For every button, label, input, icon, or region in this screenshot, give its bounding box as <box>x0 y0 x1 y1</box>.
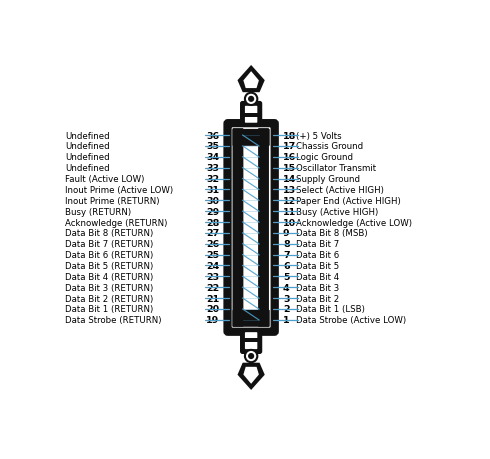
Circle shape <box>248 353 254 359</box>
Text: 23: 23 <box>206 272 220 281</box>
Text: Undefined: Undefined <box>65 164 110 173</box>
Text: Undefined: Undefined <box>65 131 110 140</box>
Text: 26: 26 <box>206 240 220 249</box>
FancyBboxPatch shape <box>233 310 270 327</box>
Text: 27: 27 <box>206 229 220 238</box>
Circle shape <box>245 94 257 106</box>
Text: 1: 1 <box>283 316 290 325</box>
Text: Chassis Ground: Chassis Ground <box>296 142 363 151</box>
Text: 13: 13 <box>283 185 296 195</box>
FancyBboxPatch shape <box>241 329 261 353</box>
Text: 4: 4 <box>283 283 290 292</box>
Text: Undefined: Undefined <box>65 153 110 162</box>
Text: Inout Prime (Active LOW): Inout Prime (Active LOW) <box>65 185 173 195</box>
Bar <box>241 113 261 118</box>
Text: (+) 5 Volts: (+) 5 Volts <box>296 131 342 140</box>
Text: 30: 30 <box>206 196 220 205</box>
Text: Busy (Active HIGH): Busy (Active HIGH) <box>296 207 378 216</box>
Text: 9: 9 <box>283 229 290 238</box>
FancyBboxPatch shape <box>233 129 244 327</box>
Polygon shape <box>239 364 264 388</box>
Text: Busy (RETURN): Busy (RETURN) <box>65 207 131 216</box>
Text: 35: 35 <box>206 142 220 151</box>
Text: Acknowledge (Active LOW): Acknowledge (Active LOW) <box>296 218 412 227</box>
FancyBboxPatch shape <box>233 129 270 146</box>
Text: Data Bit 7: Data Bit 7 <box>296 240 339 249</box>
Text: 5: 5 <box>283 272 290 281</box>
FancyBboxPatch shape <box>258 129 269 327</box>
Text: 20: 20 <box>206 305 220 314</box>
Text: Inout Prime (RETURN): Inout Prime (RETURN) <box>65 196 160 205</box>
FancyBboxPatch shape <box>245 332 257 349</box>
Text: 22: 22 <box>206 283 220 292</box>
Text: 21: 21 <box>206 294 220 303</box>
Text: 11: 11 <box>283 207 296 216</box>
Bar <box>241 338 261 342</box>
Text: 34: 34 <box>206 153 220 162</box>
Text: Data Bit 2: Data Bit 2 <box>296 294 339 303</box>
Polygon shape <box>244 367 259 384</box>
Text: Data Bit 8 (RETURN): Data Bit 8 (RETURN) <box>65 229 153 238</box>
Text: Data Strobe (Active LOW): Data Strobe (Active LOW) <box>296 316 406 325</box>
Text: 31: 31 <box>206 185 220 195</box>
Text: 25: 25 <box>206 251 220 259</box>
Text: 14: 14 <box>283 175 296 184</box>
Text: Select (Active HIGH): Select (Active HIGH) <box>296 185 384 195</box>
Text: Data Bit 5: Data Bit 5 <box>296 262 339 270</box>
FancyBboxPatch shape <box>241 103 261 127</box>
Text: 8: 8 <box>283 240 290 249</box>
Polygon shape <box>239 67 264 92</box>
Text: 18: 18 <box>283 131 296 140</box>
Text: Data Bit 1 (RETURN): Data Bit 1 (RETURN) <box>65 305 153 314</box>
FancyBboxPatch shape <box>225 121 277 335</box>
Text: 32: 32 <box>206 175 220 184</box>
Text: Data Bit 5 (RETURN): Data Bit 5 (RETURN) <box>65 262 153 270</box>
Text: Data Bit 4: Data Bit 4 <box>296 272 339 281</box>
Text: 10: 10 <box>283 218 296 227</box>
Text: Data Bit 3 (RETURN): Data Bit 3 (RETURN) <box>65 283 153 292</box>
Text: 33: 33 <box>206 164 220 173</box>
Text: Oscillator Transmit: Oscillator Transmit <box>296 164 376 173</box>
Text: 29: 29 <box>206 207 220 216</box>
Text: Data Bit 6 (RETURN): Data Bit 6 (RETURN) <box>65 251 153 259</box>
Text: 12: 12 <box>283 196 296 205</box>
Text: Data Bit 7 (RETURN): Data Bit 7 (RETURN) <box>65 240 153 249</box>
Text: Undefined: Undefined <box>65 142 110 151</box>
Text: 19: 19 <box>206 316 220 325</box>
Text: Data Bit 8 (MSB): Data Bit 8 (MSB) <box>296 229 368 238</box>
Text: Data Bit 4 (RETURN): Data Bit 4 (RETURN) <box>65 272 153 281</box>
Text: 28: 28 <box>206 218 220 227</box>
Text: Data Bit 1 (LSB): Data Bit 1 (LSB) <box>296 305 365 314</box>
Circle shape <box>245 350 257 363</box>
Text: Paper End (Active HIGH): Paper End (Active HIGH) <box>296 196 401 205</box>
Polygon shape <box>244 72 259 89</box>
Text: 17: 17 <box>283 142 296 151</box>
Circle shape <box>248 96 254 103</box>
Text: Acknowledge (RETURN): Acknowledge (RETURN) <box>65 218 168 227</box>
Text: 2: 2 <box>283 305 290 314</box>
Text: 16: 16 <box>283 153 296 162</box>
Text: Fault (Active LOW): Fault (Active LOW) <box>65 175 145 184</box>
Text: Logic Ground: Logic Ground <box>296 153 353 162</box>
Text: 36: 36 <box>206 131 220 140</box>
Text: Supply Ground: Supply Ground <box>296 175 360 184</box>
FancyBboxPatch shape <box>231 127 271 329</box>
Text: Data Strobe (RETURN): Data Strobe (RETURN) <box>65 316 162 325</box>
Text: 6: 6 <box>283 262 290 270</box>
Text: 7: 7 <box>283 251 290 259</box>
FancyBboxPatch shape <box>245 106 257 123</box>
Text: Data Bit 6: Data Bit 6 <box>296 251 339 259</box>
Text: Data Bit 2 (RETURN): Data Bit 2 (RETURN) <box>65 294 153 303</box>
Text: 15: 15 <box>283 164 296 173</box>
Text: Data Bit 3: Data Bit 3 <box>296 283 339 292</box>
Text: 3: 3 <box>283 294 290 303</box>
Text: 24: 24 <box>206 262 220 270</box>
